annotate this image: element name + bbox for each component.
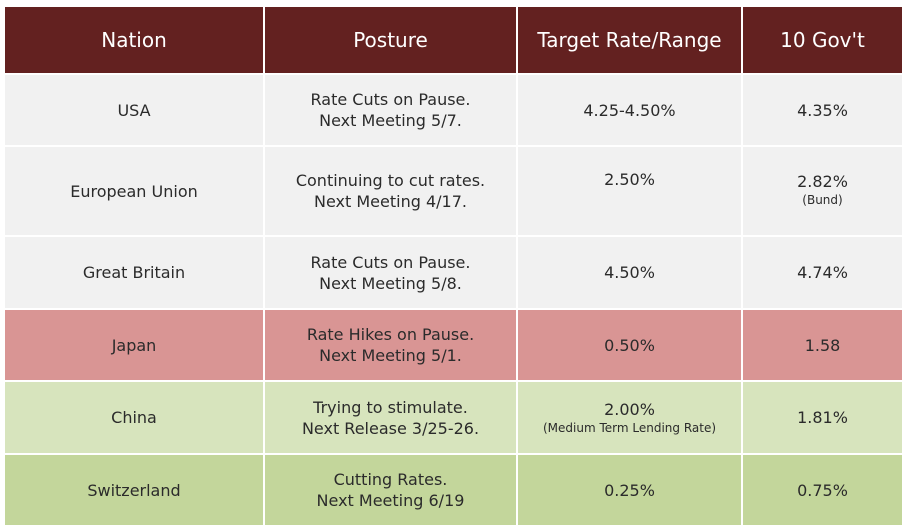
posture-line-1: Cutting Rates. xyxy=(333,470,448,489)
posture-line-1: Trying to stimulate. xyxy=(313,397,468,417)
cell-posture-china: Trying to stimulate. Next Release 3/25-2… xyxy=(265,382,516,453)
cell-nation-usa: USA xyxy=(5,75,263,145)
nation-label: Switzerland xyxy=(87,480,181,500)
nation-label: China xyxy=(111,408,157,427)
header-target-rate: Target Rate/Range xyxy=(518,7,741,73)
header-10yr-gov: 10 Gov't xyxy=(743,7,902,73)
rate-value: 0.50% xyxy=(604,335,655,355)
rate-value: 0.25% xyxy=(604,480,655,500)
cell-rate-gb: 4.50% xyxy=(518,237,741,308)
cell-nation-gb: Great Britain xyxy=(5,237,263,308)
header-posture: Posture xyxy=(265,7,516,73)
rate-value: 4.50% xyxy=(604,263,655,282)
cell-nation-eu: European Union xyxy=(5,147,263,235)
posture-line-2: Next Release 3/25-26. xyxy=(301,418,480,438)
cell-gov-usa: 4.35% xyxy=(743,75,902,145)
cell-rate-switzerland: 0.25% xyxy=(518,455,741,525)
cell-rate-eu: 2.50% xyxy=(518,147,741,235)
rate-value: 4.25-4.50% xyxy=(583,100,676,120)
cell-posture-gb: Rate Cuts on Pause. Next Meeting 5/8. xyxy=(265,237,516,308)
cell-nation-china: China xyxy=(5,382,263,453)
cell-rate-china: 2.00% (Medium Term Lending Rate) xyxy=(518,382,741,453)
posture-line-2: Next Meeting 5/7. xyxy=(319,111,462,130)
nation-label: Great Britain xyxy=(82,263,186,282)
cell-nation-japan: Japan xyxy=(5,310,263,380)
gov-value: 1.58 xyxy=(804,335,841,355)
cell-gov-china: 1.81% xyxy=(743,382,902,453)
gov-note: (Bund) xyxy=(802,193,843,207)
posture-line-1: Continuing to cut rates. xyxy=(295,171,486,190)
cell-rate-japan: 0.50% xyxy=(518,310,741,380)
posture-line-1: Rate Cuts on Pause. xyxy=(310,90,471,109)
rate-value: 2.00% xyxy=(604,400,655,419)
cell-posture-usa: Rate Cuts on Pause. Next Meeting 5/7. xyxy=(265,75,516,145)
header-nation: Nation xyxy=(5,7,263,73)
cell-gov-eu: 2.82% (Bund) xyxy=(743,147,902,235)
cell-posture-japan: Rate Hikes on Pause. Next Meeting 5/1. xyxy=(265,310,516,380)
cell-posture-switzerland: Cutting Rates. Next Meeting 6/19 xyxy=(265,455,516,525)
cell-rate-usa: 4.25-4.50% xyxy=(518,75,741,145)
gov-value: 4.35% xyxy=(797,100,848,120)
posture-line-2: Next Meeting 5/1. xyxy=(319,346,462,365)
posture-line-2: Next Meeting 5/8. xyxy=(319,273,462,293)
cell-gov-japan: 1.58 xyxy=(743,310,902,380)
gov-value: 1.81% xyxy=(797,408,848,427)
cell-posture-eu: Continuing to cut rates. Next Meeting 4/… xyxy=(265,147,516,235)
cell-gov-gb: 4.74% xyxy=(743,237,902,308)
gov-value: 0.75% xyxy=(797,480,848,500)
rate-note: (Medium Term Lending Rate) xyxy=(542,421,717,435)
cell-gov-switzerland: 0.75% xyxy=(743,455,902,525)
nation-label: European Union xyxy=(70,181,198,201)
gov-value: 4.74% xyxy=(797,263,848,282)
cell-nation-switzerland: Switzerland xyxy=(5,455,263,525)
nation-label: USA xyxy=(117,100,151,120)
rate-value: 2.50% xyxy=(604,170,655,189)
nation-label: Japan xyxy=(111,335,157,355)
posture-line-1: Rate Hikes on Pause. xyxy=(306,325,475,344)
posture-line-1: Rate Cuts on Pause. xyxy=(310,252,471,272)
posture-line-2: Next Meeting 6/19 xyxy=(316,491,465,510)
central-bank-rates-table: Nation Posture Target Rate/Range 10 Gov'… xyxy=(5,7,904,525)
gov-value: 2.82% xyxy=(797,172,848,191)
posture-line-2: Next Meeting 4/17. xyxy=(314,192,467,211)
